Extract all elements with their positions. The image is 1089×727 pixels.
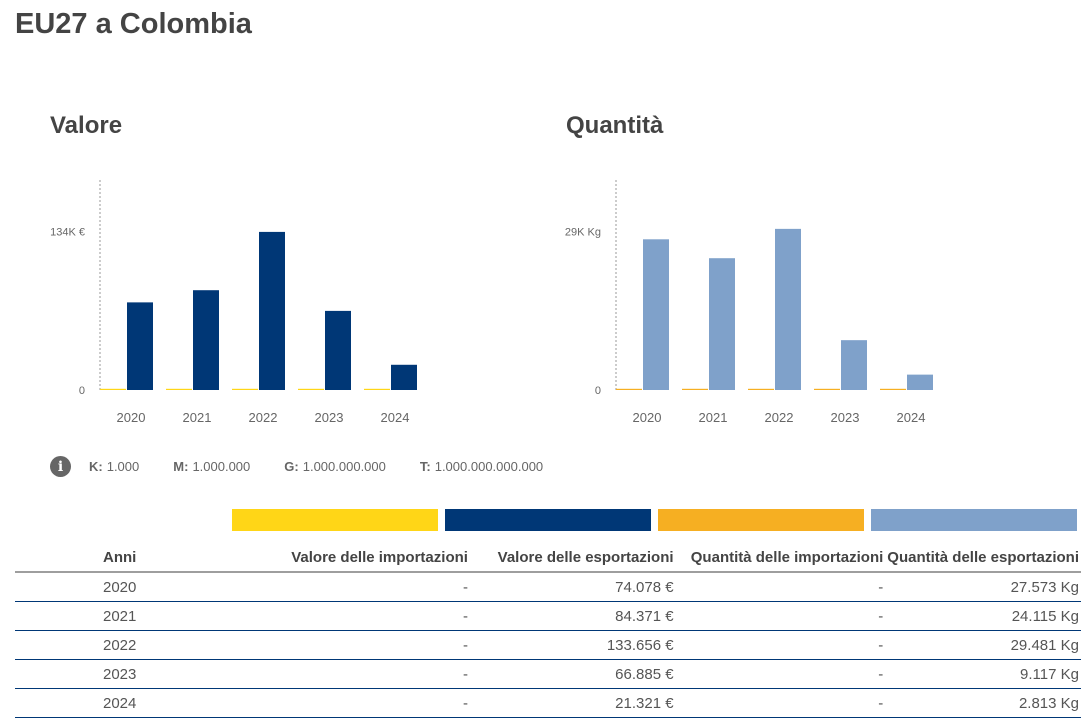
- swatch-export-quantity: [871, 509, 1077, 531]
- cell-export-value: 66.885 €: [469, 659, 676, 689]
- bar-export-2022[interactable]: [259, 231, 285, 390]
- bar-import-2022[interactable]: [748, 388, 774, 390]
- data-table: Anni Valore delle importazioni Valore de…: [15, 544, 1081, 718]
- bar-export-2023[interactable]: [325, 310, 351, 390]
- x-tick-label: 2021: [183, 410, 212, 425]
- table-row: 2024-21.321 € -2.813 Kg: [15, 688, 1081, 718]
- bar-export-2022[interactable]: [775, 228, 801, 390]
- header-export-value: Valore delle esportazioni: [469, 544, 676, 573]
- header-years: Anni: [15, 544, 265, 573]
- unit-g: G: 1.000.000.000: [284, 459, 386, 474]
- cell-year: 2020: [15, 572, 265, 602]
- cell-import-quantity: -: [675, 630, 886, 660]
- bar-import-2023[interactable]: [814, 388, 840, 390]
- x-tick-label: 2023: [831, 410, 860, 425]
- header-export-quantity: Quantità delle esportazioni: [885, 544, 1081, 573]
- unit-k: K: 1.000: [89, 459, 140, 474]
- x-tick-label: 2022: [765, 410, 794, 425]
- cell-export-quantity: 24.115 Kg: [885, 601, 1081, 631]
- quantity-chart: 0 29K Kg 2020 2021 2022 2023 2024: [565, 180, 933, 425]
- header-import-quantity: Quantità delle importazioni: [675, 544, 886, 573]
- cell-export-value: 133.656 €: [469, 630, 676, 660]
- x-tick-label: 2024: [381, 410, 410, 425]
- units-legend: i K: 1.000 M: 1.000.000 G: 1.000.000.000 T:…: [50, 456, 577, 477]
- table-row: 2023-66.885 € -9.117 Kg: [15, 659, 1081, 689]
- swatch-import-value: [232, 509, 438, 531]
- x-tick-label: 2021: [699, 410, 728, 425]
- cell-year: 2024: [15, 688, 265, 718]
- bar-export-2021[interactable]: [193, 290, 219, 390]
- y-tick-label: 29K Kg: [565, 227, 601, 239]
- cell-import-quantity: -: [675, 572, 886, 602]
- table-row: 2021-84.371 € -24.115 Kg: [15, 601, 1081, 631]
- x-tick-label: 2024: [897, 410, 926, 425]
- header-import-value: Valore delle importazioni: [264, 544, 470, 573]
- cell-year: 2023: [15, 659, 265, 689]
- cell-export-quantity: 2.813 Kg: [885, 688, 1081, 718]
- table-header-row: Anni Valore delle importazioni Valore de…: [15, 544, 1081, 573]
- page-title: EU27 a Colombia: [15, 8, 252, 40]
- bar-import-2020[interactable]: [616, 388, 642, 390]
- bar-import-2021[interactable]: [682, 388, 708, 390]
- table-row: 2020-74.078 € -27.573 Kg: [15, 572, 1081, 602]
- cell-export-quantity: 27.573 Kg: [885, 572, 1081, 602]
- bar-export-2024[interactable]: [391, 364, 417, 390]
- x-tick-label: 2020: [117, 410, 146, 425]
- cell-year: 2022: [15, 630, 265, 660]
- y-tick-label: 0: [79, 385, 85, 397]
- unit-m: M: 1.000.000: [173, 459, 251, 474]
- bar-export-2020[interactable]: [643, 239, 669, 390]
- quantity-chart-title: Quantità: [566, 112, 664, 139]
- cell-import-quantity: -: [675, 659, 886, 689]
- y-tick-label: 0: [595, 385, 601, 397]
- cell-export-value: 21.321 €: [469, 688, 676, 718]
- bar-export-2023[interactable]: [841, 340, 867, 390]
- cell-import-quantity: -: [675, 601, 886, 631]
- swatch-import-quantity: [658, 509, 864, 531]
- bar-import-2024[interactable]: [364, 388, 390, 390]
- bar-import-2022[interactable]: [232, 388, 258, 390]
- info-icon[interactable]: i: [50, 456, 71, 477]
- bar-import-2021[interactable]: [166, 388, 192, 390]
- cell-import-value: -: [264, 688, 470, 718]
- cell-export-value: 84.371 €: [469, 601, 676, 631]
- bar-import-2024[interactable]: [880, 388, 906, 390]
- cell-import-value: -: [264, 659, 470, 689]
- cell-import-value: -: [264, 572, 470, 602]
- y-tick-label: 134K €: [50, 227, 85, 239]
- bar-import-2023[interactable]: [298, 388, 324, 390]
- bar-import-2020[interactable]: [100, 388, 126, 390]
- cell-export-quantity: 9.117 Kg: [885, 659, 1081, 689]
- cell-export-value: 74.078 €: [469, 572, 676, 602]
- bar-export-2020[interactable]: [127, 302, 153, 390]
- cell-import-value: -: [264, 630, 470, 660]
- cell-import-quantity: -: [675, 688, 886, 718]
- value-chart: 0 134K € 2020 2021 2022 2023 2024: [50, 180, 417, 425]
- column-color-legend: [232, 509, 1077, 531]
- x-tick-label: 2023: [315, 410, 344, 425]
- bar-export-2021[interactable]: [709, 258, 735, 390]
- value-chart-title: Valore: [50, 112, 123, 139]
- x-tick-label: 2020: [633, 410, 662, 425]
- cell-year: 2021: [15, 601, 265, 631]
- bar-export-2024[interactable]: [907, 374, 933, 390]
- unit-t: T: 1.000.000.000.000: [419, 459, 544, 474]
- x-tick-label: 2022: [249, 410, 278, 425]
- cell-import-value: -: [264, 601, 470, 631]
- table-row: 2022-133.656 € -29.481 Kg: [15, 630, 1081, 660]
- cell-export-quantity: 29.481 Kg: [885, 630, 1081, 660]
- swatch-export-value: [445, 509, 651, 531]
